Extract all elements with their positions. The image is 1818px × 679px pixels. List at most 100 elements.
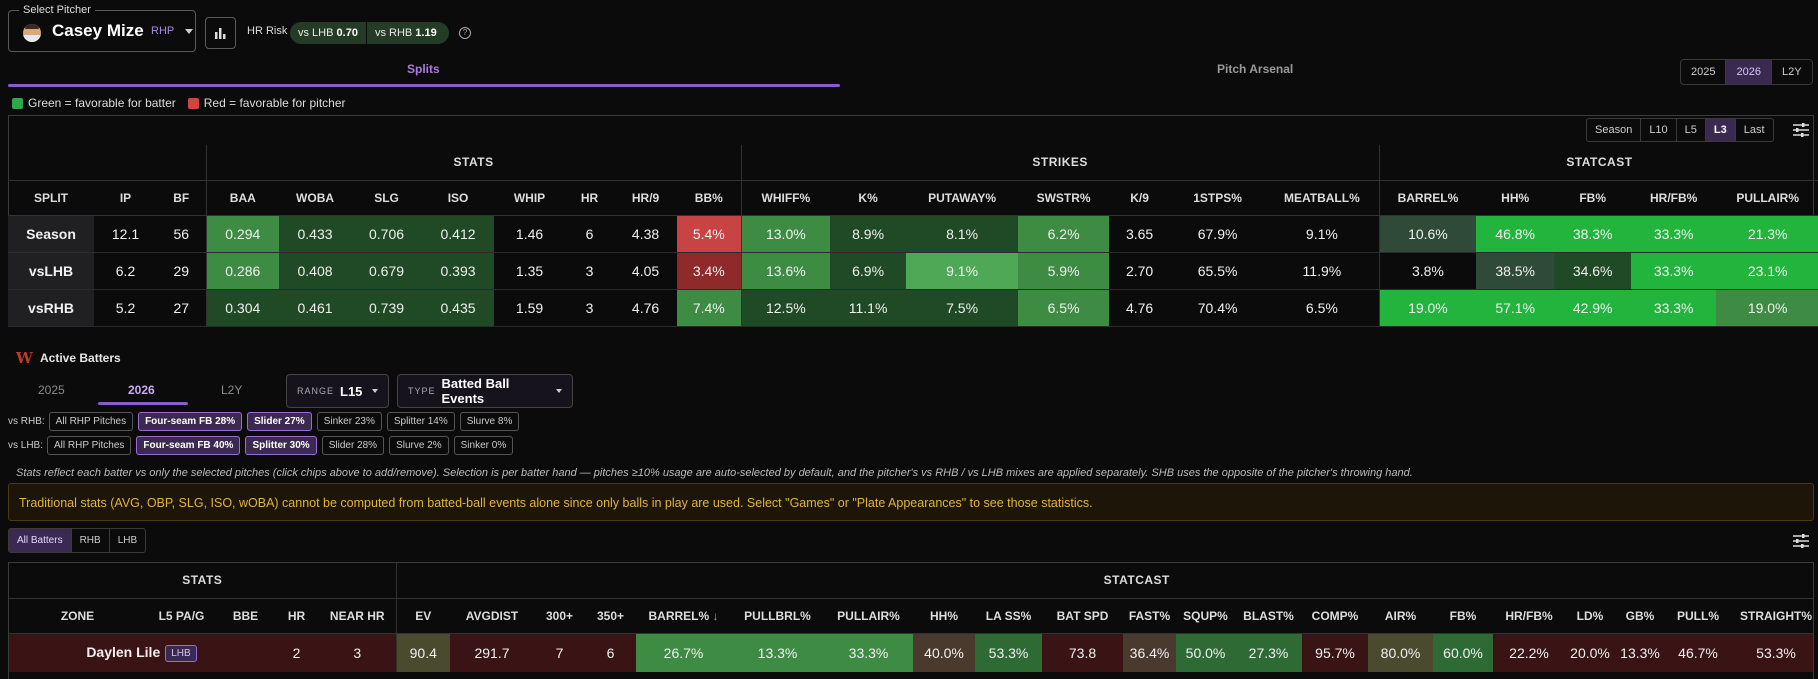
column-header[interactable]: PULLBRL% bbox=[731, 598, 825, 634]
year-option[interactable]: 2025 bbox=[1681, 60, 1727, 84]
pitch-chip[interactable]: Sinker 0% bbox=[453, 436, 514, 455]
column-header[interactable]: SQUP% bbox=[1176, 598, 1236, 634]
column-header[interactable]: 350+ bbox=[585, 598, 637, 634]
column-header[interactable]: 300+ bbox=[534, 598, 586, 634]
split-cell: 1.46 bbox=[494, 215, 566, 253]
column-header[interactable]: NEAR HR bbox=[319, 598, 397, 634]
year-option[interactable]: 2026 bbox=[1726, 60, 1772, 84]
column-header[interactable]: IP bbox=[94, 180, 157, 216]
column-header[interactable]: PULLAIR% bbox=[1716, 180, 1818, 216]
period-option[interactable]: L5 bbox=[1677, 119, 1706, 141]
batter-year-tab[interactable]: 2026 bbox=[128, 383, 155, 397]
column-header[interactable]: HH% bbox=[1476, 180, 1555, 216]
column-header[interactable]: AIR% bbox=[1368, 598, 1434, 634]
pitch-chip[interactable]: Slider 28% bbox=[321, 436, 385, 455]
split-cell: 19.0% bbox=[1378, 289, 1477, 327]
column-header[interactable]: HR bbox=[565, 180, 615, 216]
help-icon[interactable]: ? bbox=[459, 27, 471, 39]
column-header[interactable]: STRAIGHT% bbox=[1731, 598, 1813, 634]
column-header[interactable]: ZONE bbox=[9, 598, 146, 634]
column-header[interactable]: BAT SPD bbox=[1042, 598, 1124, 634]
column-header[interactable]: K% bbox=[830, 180, 907, 216]
pitch-chip[interactable]: Slurve 8% bbox=[459, 412, 520, 431]
column-header[interactable]: LA SS% bbox=[975, 598, 1043, 634]
column-header[interactable]: BB% bbox=[677, 180, 742, 216]
column-header[interactable]: GB% bbox=[1615, 598, 1666, 634]
batter-name[interactable]: Daylen Lile bbox=[86, 643, 161, 660]
column-header[interactable]: BF bbox=[157, 180, 207, 216]
column-header[interactable]: HR/9 bbox=[614, 180, 678, 216]
chart-toggle-button[interactable] bbox=[205, 17, 236, 49]
filter-lhb[interactable]: LHB bbox=[117, 535, 138, 546]
column-header[interactable]: EV bbox=[395, 598, 451, 634]
column-header[interactable]: FAST% bbox=[1123, 598, 1177, 634]
period-option[interactable]: L3 bbox=[1705, 119, 1736, 141]
pitch-chip[interactable]: Splitter 14% bbox=[386, 412, 455, 431]
column-header[interactable]: FB% bbox=[1433, 598, 1494, 634]
column-header[interactable]: WHIP bbox=[494, 180, 566, 216]
selection-note: Stats reflect each batter vs only the se… bbox=[16, 467, 1413, 479]
column-header[interactable]: BAA bbox=[205, 180, 280, 216]
batter-cell: 27.3% bbox=[1235, 633, 1303, 672]
column-header[interactable]: BLAST% bbox=[1235, 598, 1303, 634]
column-header[interactable]: PUTAWAY% bbox=[906, 180, 1019, 216]
batter-cell: 2 bbox=[274, 633, 319, 672]
column-header[interactable]: AVGDIST bbox=[450, 598, 535, 634]
column-header[interactable]: 1STPS% bbox=[1170, 180, 1266, 216]
split-cell: 27 bbox=[157, 289, 207, 327]
column-header[interactable]: FB% bbox=[1554, 180, 1632, 216]
batter-year-tab[interactable]: L2Y bbox=[221, 383, 243, 397]
period-option[interactable]: L10 bbox=[1641, 119, 1677, 141]
column-header[interactable]: MEATBALL% bbox=[1265, 180, 1380, 216]
column-header[interactable]: BBE bbox=[217, 598, 274, 634]
sliders-icon[interactable] bbox=[1793, 534, 1809, 548]
column-header[interactable]: HR/FB% bbox=[1493, 598, 1566, 634]
sliders-icon[interactable] bbox=[1793, 123, 1809, 137]
tab-pitch-arsenal[interactable]: Pitch Arsenal bbox=[1217, 62, 1294, 76]
column-header[interactable]: HH% bbox=[913, 598, 976, 634]
column-header[interactable]: ISO bbox=[422, 180, 495, 216]
filter-all-batters[interactable]: All Batters bbox=[9, 529, 72, 552]
filter-rhb[interactable]: RHB bbox=[72, 529, 110, 552]
column-header[interactable]: PULL% bbox=[1665, 598, 1732, 634]
period-option[interactable]: Season bbox=[1587, 119, 1642, 141]
column-header[interactable]: HR/FB% bbox=[1631, 180, 1717, 216]
column-header[interactable]: WOBA bbox=[279, 180, 352, 216]
pitch-chip[interactable]: All RHP Pitches bbox=[47, 436, 132, 455]
batter-year-tab[interactable]: 2025 bbox=[38, 383, 65, 397]
group-header: STATCAST bbox=[1378, 145, 1818, 181]
column-header[interactable]: SLG bbox=[351, 180, 423, 216]
type-dropdown[interactable]: TYPE Batted Ball Events bbox=[397, 374, 573, 408]
column-header[interactable]: PULLAIR% bbox=[824, 598, 914, 634]
column-header[interactable]: LD% bbox=[1565, 598, 1616, 634]
column-header[interactable]: HR bbox=[274, 598, 319, 634]
split-cell: 57.1% bbox=[1476, 289, 1555, 327]
split-cell: 21.3% bbox=[1716, 215, 1818, 253]
column-header[interactable]: K/9 bbox=[1109, 180, 1171, 216]
column-header[interactable]: BARREL% ↓ bbox=[636, 598, 732, 634]
column-header[interactable]: SWSTR% bbox=[1018, 180, 1110, 216]
period-toggle: Season L10 L5 L3 Last bbox=[1586, 118, 1774, 142]
split-cell: 13.6% bbox=[740, 252, 831, 290]
pitcher-select[interactable]: Select Pitcher Casey Mize RHP bbox=[8, 4, 196, 52]
pitch-chip[interactable]: All RHP Pitches bbox=[48, 412, 134, 431]
split-label: vsRHB bbox=[8, 289, 94, 327]
column-header[interactable]: L5 PA/G bbox=[146, 598, 217, 634]
batter-row[interactable]: Daylen Lile LHB 2 3 90.4 291.7 7 6 26.7% 13.3% 33.… bbox=[9, 633, 1813, 672]
split-cell: 0.393 bbox=[422, 252, 495, 290]
pitch-chip[interactable]: Four-seam FB 40% bbox=[136, 436, 241, 455]
period-option[interactable]: Last bbox=[1743, 124, 1765, 136]
year-option[interactable]: L2Y bbox=[1781, 66, 1802, 78]
pitch-chip[interactable]: Slider 27% bbox=[247, 412, 312, 431]
column-header[interactable]: COMP% bbox=[1302, 598, 1369, 634]
tab-splits[interactable]: Splits bbox=[407, 62, 440, 76]
pitch-chip[interactable]: Sinker 23% bbox=[316, 412, 382, 431]
split-cell: 5.4% bbox=[677, 215, 742, 253]
pitch-chip[interactable]: Four-seam FB 28% bbox=[138, 412, 243, 431]
range-dropdown[interactable]: RANGE L15 bbox=[286, 374, 389, 408]
pitch-chip[interactable]: Slurve 2% bbox=[389, 436, 449, 455]
column-header[interactable]: WHIFF% bbox=[740, 180, 831, 216]
column-header[interactable]: SPLIT bbox=[8, 180, 94, 216]
pitch-chip[interactable]: Splitter 30% bbox=[245, 436, 317, 455]
column-header[interactable]: BARREL% bbox=[1378, 180, 1477, 216]
